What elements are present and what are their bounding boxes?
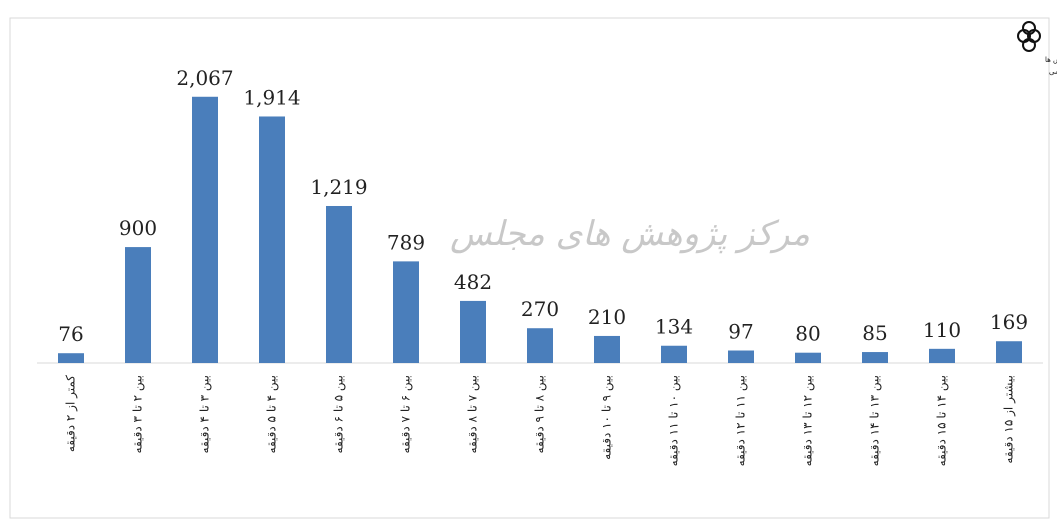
x-tick-label: بین ۱۳ تا ۱۴ دقیقه (868, 375, 883, 466)
logo-text: مرکز پژوهش ها (1045, 56, 1057, 64)
x-tick-label: بیشتر از ۱۵ دقیقه (1002, 375, 1017, 464)
x-tick-label: بین ۴ تا ۵ دقیقه (265, 375, 280, 453)
bar (996, 341, 1022, 363)
bar (929, 348, 955, 363)
x-tick-label: بین ۸ تا ۹ دقیقه (533, 375, 548, 453)
bar (192, 96, 218, 364)
watermark: مرکز پژوهش های مجلس (450, 214, 810, 254)
bar (527, 328, 553, 363)
bar (661, 345, 687, 363)
bar (795, 352, 821, 363)
x-tick-label: بین ۱۲ تا ۱۳ دقیقه (801, 375, 816, 466)
logo-text: مجلس شورای اسلامی (1049, 68, 1057, 76)
x-tick-label: کمتر از ۲ دقیقه (64, 375, 79, 452)
x-tick-label: بین ۷ تا ۸ دقیقه (466, 375, 481, 453)
bar (862, 352, 888, 363)
data-label: 210 (588, 305, 626, 329)
data-label: 169 (990, 310, 1028, 334)
data-label: 789 (387, 230, 425, 254)
x-tick-label: بین ۱۰ تا ۱۱ دقیقه (667, 375, 682, 466)
data-label: 1,219 (310, 175, 367, 199)
bar (393, 261, 419, 363)
data-label: 1,914 (243, 85, 300, 109)
data-label: 482 (454, 270, 492, 294)
data-label: 270 (521, 297, 559, 321)
x-tick-label: بین ۱۱ تا ۱۲ دقیقه (734, 375, 749, 466)
bar (460, 300, 486, 363)
x-tick-label: بین ۱۴ تا ۱۵ دقیقه (935, 375, 950, 466)
bar (728, 350, 754, 363)
bar (58, 353, 84, 363)
x-tick-label: بین ۳ تا ۴ دقیقه (198, 375, 213, 453)
x-tick-label: بین ۹ تا ۱۰ دقیقه (600, 375, 615, 460)
logo (1017, 21, 1041, 52)
data-label: 110 (923, 318, 961, 342)
data-label: 900 (119, 216, 157, 240)
data-label: 85 (862, 321, 887, 345)
x-tick-label: بین ۶ تا ۷ دقیقه (399, 375, 414, 453)
data-label: 2,067 (176, 66, 233, 90)
bar (594, 335, 620, 363)
bar (259, 116, 285, 363)
x-tick-label: بین ۵ تا ۶ دقیقه (332, 375, 347, 453)
data-label: 80 (795, 322, 820, 346)
data-label: 76 (58, 322, 83, 346)
chart-frame (9, 17, 1050, 519)
x-tick-label: بین ۲ تا ۳ دقیقه (131, 375, 146, 453)
bar (326, 205, 352, 363)
bar (125, 247, 151, 363)
data-label: 134 (655, 315, 693, 339)
data-label: 97 (728, 320, 753, 344)
